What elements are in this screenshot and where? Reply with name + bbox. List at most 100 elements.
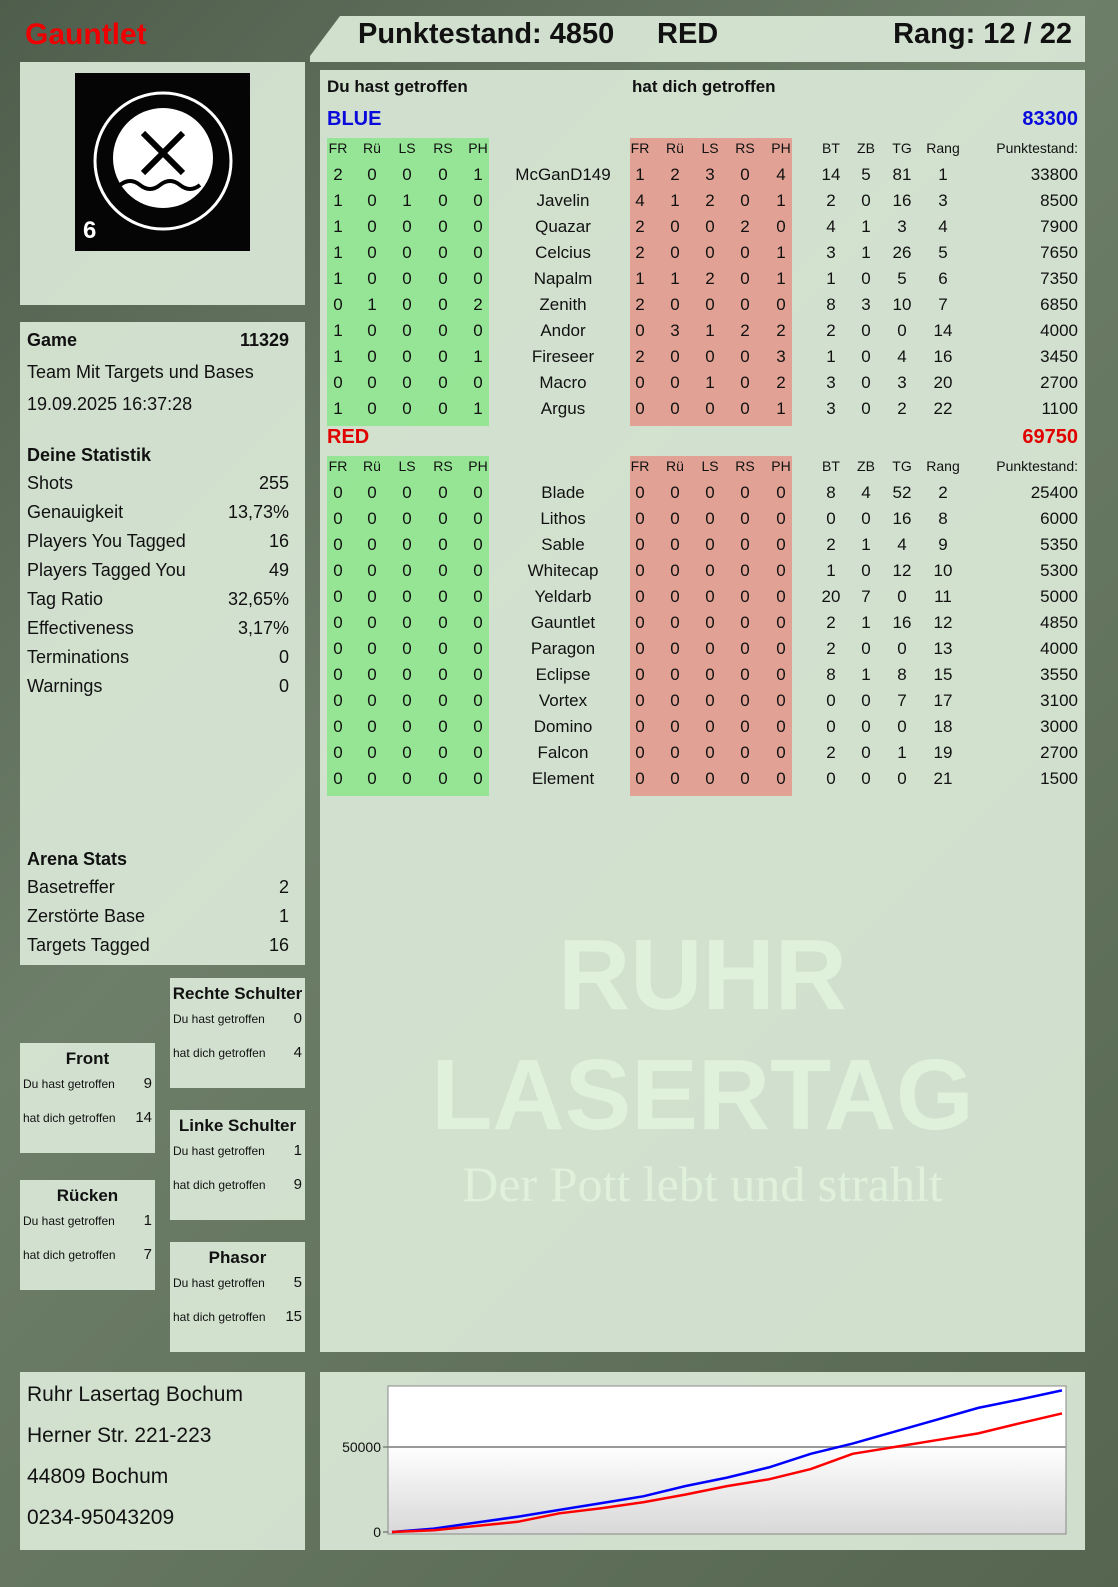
table-cell: 0 [670, 509, 680, 528]
table-cell: 0 [670, 483, 680, 502]
col-header: LS [701, 458, 719, 474]
player-name-cell: Vortex [538, 691, 588, 710]
table-cell: 1 [938, 165, 948, 184]
punktestand-cell: 2700 [1040, 373, 1078, 392]
table-cell: 17 [933, 691, 953, 710]
table-cell: 0 [402, 509, 412, 528]
table-cell: 1 [333, 347, 343, 366]
table-cell: 0 [776, 509, 786, 528]
table-cell: 3 [670, 321, 680, 340]
table-cell: 16 [892, 613, 912, 632]
table-cell: 1 [897, 743, 907, 762]
col-header: Rü [363, 140, 381, 156]
bodypart-linke-schulter: Linke Schulter Du hast getroffen 1 hat dich… [170, 1110, 305, 1220]
table-cell: 0 [367, 769, 377, 788]
table-cell: 0 [740, 535, 750, 554]
table-cell: 0 [402, 165, 412, 184]
table-cell: 0 [473, 561, 483, 580]
table-cell: 1 [861, 217, 871, 236]
hit-you-block [630, 138, 792, 426]
col-header: Rü [363, 458, 381, 474]
hit-value: 5 [293, 1274, 302, 1291]
table-cell: 0 [635, 743, 645, 762]
table-cell: 3 [705, 165, 715, 184]
table-cell: 0 [776, 743, 786, 762]
col-header: PH [468, 458, 488, 474]
table-cell: 0 [473, 483, 483, 502]
table-cell: 0 [473, 191, 483, 210]
table-cell: 0 [705, 509, 715, 528]
table-cell: 0 [776, 561, 786, 580]
table-cell: 1 [635, 269, 645, 288]
hit-label: Du hast getroffen [173, 1012, 265, 1026]
punktestand-cell: 4850 [1040, 613, 1078, 632]
arena-stat-label: Targets Tagged [27, 935, 150, 955]
table-cell: 1 [635, 165, 645, 184]
table-cell: 0 [473, 665, 483, 684]
table-cell: 0 [740, 509, 750, 528]
table-cell: 0 [333, 717, 343, 736]
stat-label: Effectiveness [27, 618, 134, 638]
hit-value: 0 [293, 1010, 302, 1027]
table-cell: 0 [438, 639, 448, 658]
watermark-line3: Der Pott lebt und strahlt [462, 1156, 943, 1212]
table-cell: 0 [670, 535, 680, 554]
table-cell: 0 [333, 587, 343, 606]
table-cell: 0 [740, 691, 750, 710]
table-cell: 0 [473, 613, 483, 632]
table-cell: 20 [933, 373, 953, 392]
table-cell: 0 [705, 399, 715, 418]
arena-stat-label: Zerstörte Base [27, 906, 146, 926]
table-cell: 0 [402, 665, 412, 684]
table-cell: 2 [826, 535, 836, 554]
table-cell: 0 [861, 717, 871, 736]
table-cell: 4 [861, 483, 871, 502]
table-cell: 0 [740, 561, 750, 580]
table-cell: 0 [367, 561, 377, 580]
player-name-cell: Sable [541, 535, 585, 554]
table-cell: 1 [333, 243, 343, 262]
table-cell: 2 [333, 165, 343, 184]
table-cell: 1 [776, 243, 786, 262]
player-name-cell: Element [531, 769, 595, 788]
table-cell: 0 [776, 295, 786, 314]
table-cell: 0 [438, 613, 448, 632]
player-name-cell: Celcius [535, 243, 591, 262]
punktestand-cell: 4000 [1040, 639, 1078, 658]
table-cell: 0 [367, 269, 377, 288]
table-cell: 0 [670, 399, 680, 418]
table-cell: 0 [333, 561, 343, 580]
table-cell: 5 [938, 243, 948, 262]
table-cell: 0 [438, 347, 448, 366]
player-name-cell: Andor [540, 321, 586, 340]
table-cell: 0 [438, 743, 448, 762]
punktestand-cell: 6850 [1040, 295, 1078, 314]
punktestand-cell: 7650 [1040, 243, 1078, 262]
table-cell: 2 [826, 191, 836, 210]
table-cell: 1 [776, 191, 786, 210]
player-rank: Rang: 12 / 22 [893, 18, 1072, 50]
table-cell: 20 [821, 587, 841, 606]
table-cell: 0 [438, 717, 448, 736]
table-cell: 0 [402, 483, 412, 502]
hit-value: 1 [293, 1142, 302, 1159]
table-cell: 0 [670, 665, 680, 684]
table-cell: 0 [473, 373, 483, 392]
you-hit-header: Du hast getroffen [327, 77, 468, 96]
table-cell: 0 [705, 535, 715, 554]
table-cell: 0 [402, 639, 412, 658]
table-cell: 0 [367, 347, 377, 366]
table-cell: 0 [861, 769, 871, 788]
arena-stat-value: 16 [268, 935, 289, 955]
bodypart-title: Rücken [56, 1186, 119, 1205]
hit-you-block [630, 456, 792, 796]
table-cell: 0 [861, 373, 871, 392]
ruhr-lasertag-logo: 6 [75, 73, 250, 251]
table-cell: 0 [670, 347, 680, 366]
table-cell: 2 [776, 321, 786, 340]
col-header: LS [398, 458, 416, 474]
y-tick-label: 50000 [342, 1439, 381, 1455]
address-line: Ruhr Lasertag Bochum [27, 1383, 243, 1406]
player-score: Punktestand: 4850 [358, 18, 615, 50]
address-panel [20, 1372, 305, 1550]
